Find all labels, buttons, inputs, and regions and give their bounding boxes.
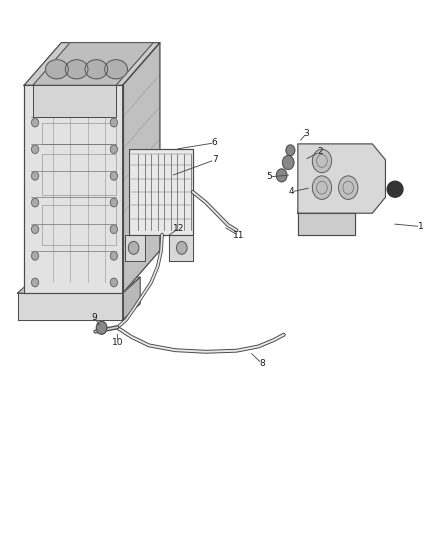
Circle shape xyxy=(110,145,117,154)
Circle shape xyxy=(32,198,39,207)
Circle shape xyxy=(32,225,39,233)
Text: 8: 8 xyxy=(259,359,265,368)
Polygon shape xyxy=(18,277,140,293)
Circle shape xyxy=(276,169,287,182)
Text: 4: 4 xyxy=(289,188,294,196)
Text: 9: 9 xyxy=(91,313,97,321)
Polygon shape xyxy=(125,235,145,261)
Polygon shape xyxy=(33,43,153,85)
Polygon shape xyxy=(169,235,193,261)
Text: 3: 3 xyxy=(304,129,310,138)
Polygon shape xyxy=(18,293,123,320)
Circle shape xyxy=(32,172,39,180)
Circle shape xyxy=(96,321,107,334)
Circle shape xyxy=(286,145,295,156)
Text: 1: 1 xyxy=(417,222,424,231)
Text: 10: 10 xyxy=(112,338,123,346)
Text: 2: 2 xyxy=(317,148,322,156)
Polygon shape xyxy=(24,85,123,293)
Polygon shape xyxy=(24,43,160,85)
Text: 7: 7 xyxy=(212,156,218,164)
Bar xyxy=(42,123,116,144)
Ellipse shape xyxy=(105,60,127,79)
Circle shape xyxy=(312,149,332,173)
Circle shape xyxy=(32,252,39,260)
Circle shape xyxy=(110,118,117,127)
Ellipse shape xyxy=(65,60,88,79)
Polygon shape xyxy=(123,43,160,293)
Polygon shape xyxy=(123,277,140,320)
Text: 12: 12 xyxy=(173,224,184,232)
Text: 6: 6 xyxy=(212,139,218,147)
Ellipse shape xyxy=(387,181,403,197)
Text: 5: 5 xyxy=(266,173,272,181)
Circle shape xyxy=(339,176,358,199)
Circle shape xyxy=(110,198,117,207)
Polygon shape xyxy=(298,144,385,213)
Circle shape xyxy=(312,176,332,199)
Bar xyxy=(42,154,116,195)
Circle shape xyxy=(32,278,39,287)
Ellipse shape xyxy=(85,60,108,79)
Polygon shape xyxy=(298,213,355,235)
Text: 11: 11 xyxy=(233,231,244,240)
Circle shape xyxy=(283,156,294,169)
Polygon shape xyxy=(129,149,193,235)
Circle shape xyxy=(128,241,139,254)
Polygon shape xyxy=(33,85,116,117)
Circle shape xyxy=(177,241,187,254)
Circle shape xyxy=(32,145,39,154)
Circle shape xyxy=(110,225,117,233)
Circle shape xyxy=(110,172,117,180)
Circle shape xyxy=(32,118,39,127)
Circle shape xyxy=(110,252,117,260)
Ellipse shape xyxy=(46,60,68,79)
Circle shape xyxy=(110,278,117,287)
Bar xyxy=(42,205,116,245)
